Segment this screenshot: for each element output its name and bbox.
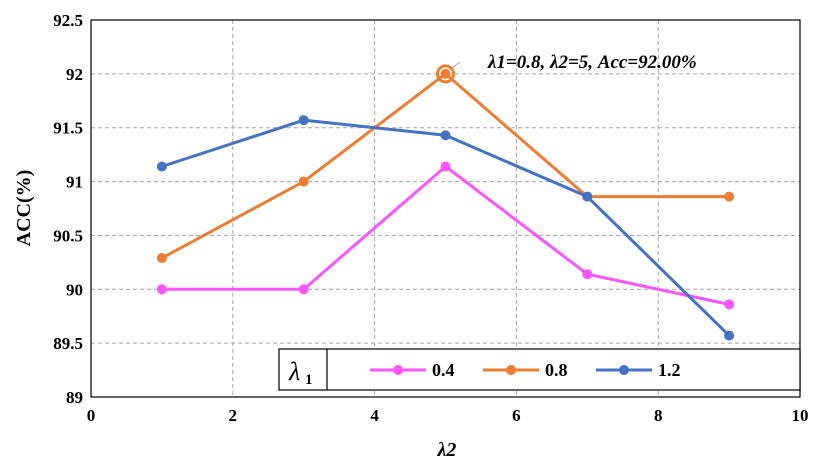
x-tick-label: 0: [87, 406, 96, 425]
data-point-0.8: [298, 176, 309, 187]
data-point-1.2: [582, 191, 593, 202]
y-tick-label: 89: [66, 388, 83, 407]
data-point-0.8: [440, 68, 451, 79]
y-tick-label: 92.5: [53, 11, 83, 30]
y-axis-title: ACC(%): [13, 170, 35, 247]
y-tick-label: 91: [66, 173, 83, 192]
y-tick-labels: 89 89.5 90 90.5 91 91.5 92 92.5: [53, 11, 83, 407]
legend-marker-0.4: [393, 365, 403, 375]
x-axis-title: λ2: [437, 439, 457, 461]
data-point-0.4: [582, 269, 593, 280]
legend-title-subscript: 1: [305, 372, 313, 388]
data-point-0.8: [156, 253, 167, 264]
plot-area-border: [90, 19, 801, 398]
x-tick-labels: 0 2 4 6 8 10: [87, 406, 809, 425]
legend-box: [278, 348, 801, 391]
legend-marker-1.2: [619, 365, 629, 375]
y-tick-label: 89.5: [53, 334, 83, 353]
x-tick-label: 10: [792, 406, 809, 425]
legend-label-0.4: 0.4: [432, 360, 455, 380]
annotation-highlight-ring: [436, 64, 455, 84]
data-point-0.4: [298, 284, 309, 295]
data-point-1.2: [724, 330, 735, 341]
data-point-1.2: [156, 161, 167, 172]
annotation-text: λ1=0.8, λ2=5, Acc=92.00%: [487, 52, 697, 73]
y-tick-label: 90.5: [53, 226, 83, 245]
x-tick-label: 6: [512, 406, 521, 425]
x-tick-label: 2: [229, 406, 238, 425]
legend-title: λ: [288, 357, 300, 386]
y-tick-label: 91.5: [53, 119, 83, 138]
data-point-0.8: [724, 191, 735, 202]
x-tick-label: 4: [370, 406, 379, 425]
data-point-0.4: [156, 284, 167, 295]
x-tick-label: 8: [654, 406, 663, 425]
series-layer: [156, 68, 735, 341]
legend-label-0.8: 0.8: [545, 360, 568, 380]
data-point-0.4: [724, 299, 735, 310]
legend-label-1.2: 1.2: [658, 360, 681, 380]
annotation-leader: [451, 61, 461, 69]
data-point-1.2: [298, 115, 309, 126]
legend-marker-0.8: [506, 365, 516, 375]
y-tick-label: 90: [66, 280, 83, 299]
data-point-0.4: [440, 161, 451, 172]
series-line-1.2: [161, 118, 731, 337]
y-tick-label: 92: [66, 65, 83, 84]
data-point-1.2: [440, 130, 451, 141]
legend: λ 1 0.4 0.8 1.2: [278, 348, 801, 391]
